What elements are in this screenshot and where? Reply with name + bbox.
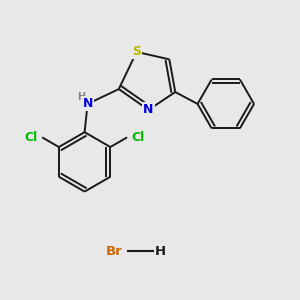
Text: Cl: Cl [132,131,145,144]
Text: N: N [143,103,154,116]
Text: Br: Br [106,244,123,258]
Text: H: H [77,92,85,102]
Text: S: S [132,45,141,58]
Text: H: H [155,244,166,258]
Text: N: N [82,98,93,110]
Text: Cl: Cl [24,131,38,144]
